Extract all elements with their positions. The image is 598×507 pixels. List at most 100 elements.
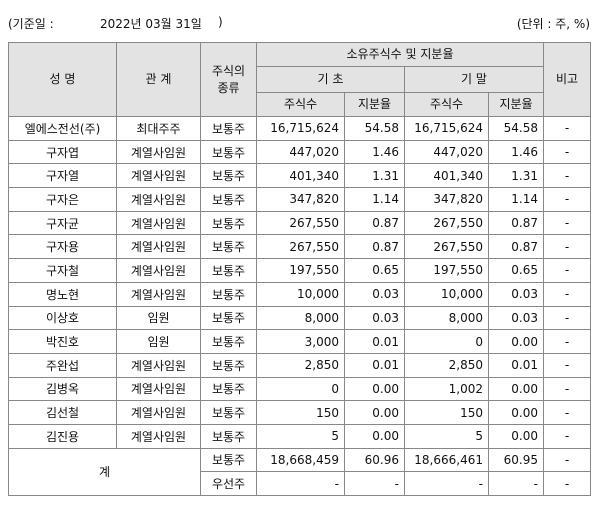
cell: - bbox=[543, 258, 591, 283]
cell: 1,002 bbox=[404, 376, 489, 402]
total-row: 우선주 - - - - - bbox=[9, 471, 591, 496]
cell: 0.87 bbox=[344, 234, 405, 260]
cell: 18,666,461 bbox=[404, 447, 489, 473]
head-cell: 기 말 bbox=[404, 66, 544, 93]
cell: 우선주 bbox=[200, 471, 257, 496]
body-row: 주완섭 계열사임원 보통주 2,850 0.01 2,850 0.01- bbox=[8, 352, 591, 378]
cell: 임원 bbox=[116, 329, 201, 354]
table-body: 엘에스전선(주) 최대주주 보통주 16,715,624 54.58 16,715,624… bbox=[8, 116, 591, 497]
cell: 보통주 bbox=[200, 329, 257, 354]
body-row: 이상호 임원 보통주 8,000 0.03 8,000 0.03- bbox=[8, 305, 591, 331]
cell: - bbox=[543, 376, 591, 402]
head-cell: 주식의 종류 bbox=[200, 42, 257, 117]
unit: (단위 : 주, %) bbox=[516, 17, 590, 31]
cell: 김진용 bbox=[8, 423, 117, 449]
cell: 0.03 bbox=[488, 305, 544, 331]
cell: 10,000 bbox=[404, 281, 489, 307]
body-row: 구자은 계열사임원 보통주 347,820 1.14 347,820 1.14- bbox=[8, 187, 591, 212]
cell: 0.65 bbox=[344, 258, 405, 283]
cell: 1.31 bbox=[344, 163, 405, 189]
cell: 보통주 bbox=[200, 258, 257, 283]
cell: 구자은 bbox=[8, 187, 117, 212]
body-row: 구자철 계열사임원 보통주 197,550 0.65 197,550 0.65- bbox=[8, 258, 591, 283]
cell: 최대주주 bbox=[116, 116, 201, 141]
cell: 보통주 bbox=[200, 376, 257, 402]
cell: 267,550 bbox=[256, 234, 345, 260]
cell: 5 bbox=[256, 423, 345, 449]
cell: - bbox=[404, 471, 489, 496]
cell: 150 bbox=[404, 400, 489, 425]
head-cell: 지분율 bbox=[488, 92, 544, 117]
cell: 0 bbox=[256, 376, 345, 402]
head-row: 주식수 지분율 주식수 지분율 bbox=[9, 92, 591, 117]
cell: 명노현 bbox=[8, 281, 117, 307]
cell: 267,550 bbox=[256, 210, 345, 236]
cell: 임원 bbox=[116, 305, 201, 331]
cell: 보통주 bbox=[200, 352, 257, 378]
cell: 1.14 bbox=[488, 187, 544, 212]
cell: 구자용 bbox=[8, 234, 117, 260]
cell: 0.87 bbox=[488, 234, 544, 260]
cell: 보통주 bbox=[200, 234, 257, 260]
cell: 1.46 bbox=[488, 139, 544, 165]
cell: 0.03 bbox=[344, 281, 405, 307]
cell: - bbox=[543, 400, 591, 425]
cell: - bbox=[543, 281, 591, 307]
cell: 2,850 bbox=[404, 352, 489, 378]
cell: 60.96 bbox=[344, 447, 405, 473]
cell: 구자철 bbox=[8, 258, 117, 283]
cell: 0.00 bbox=[488, 400, 544, 425]
cell: 김병옥 bbox=[8, 376, 117, 402]
cell: 0.00 bbox=[488, 376, 544, 402]
cell: 김선철 bbox=[8, 400, 117, 425]
body-row: 구자균 계열사임원 보통주 267,550 0.87 267,550 0.87- bbox=[8, 210, 591, 236]
cell: 60.95 bbox=[488, 447, 544, 473]
cell: 계열사임원 bbox=[116, 139, 201, 165]
cell: 8,000 bbox=[256, 305, 345, 331]
body-row: 김진용 계열사임원 보통주 5 0.00 5 0.00- bbox=[8, 423, 591, 449]
body-row: 김병옥 계열사임원 보통주 0 0.00 1,002 0.00- bbox=[8, 376, 591, 402]
cell: - bbox=[543, 210, 591, 236]
cell: 347,820 bbox=[404, 187, 489, 212]
cell: 10,000 bbox=[256, 281, 345, 307]
cell: 보통주 bbox=[200, 281, 257, 307]
cell: 계열사임원 bbox=[116, 281, 201, 307]
cell: 54.58 bbox=[344, 116, 405, 141]
cell: 보통주 bbox=[200, 187, 257, 212]
cell: - bbox=[543, 305, 591, 331]
cell: 8,000 bbox=[404, 305, 489, 331]
cell: 0.03 bbox=[488, 281, 544, 307]
cell: - bbox=[543, 447, 591, 473]
cell: - bbox=[543, 116, 591, 141]
cell: 0.01 bbox=[344, 329, 405, 354]
cell: 계열사임원 bbox=[116, 234, 201, 260]
cell: 5 bbox=[404, 423, 489, 449]
total-row: 계 보통주 18,668,459 60.96 18,666,461 60.95- bbox=[8, 447, 591, 497]
head-cell: 관 계 bbox=[116, 42, 201, 117]
cell: 계열사임원 bbox=[116, 258, 201, 283]
cell: 계열사임원 bbox=[116, 352, 201, 378]
cell: 3,000 bbox=[256, 329, 345, 354]
cell: 401,340 bbox=[256, 163, 345, 189]
cell: 0.65 bbox=[488, 258, 544, 283]
cell: 보통주 bbox=[200, 116, 257, 141]
cell: 0.87 bbox=[488, 210, 544, 236]
body-row: 박진호 임원 보통주 3,000 0.01 0 0.00- bbox=[8, 329, 591, 354]
cell: 0.87 bbox=[344, 210, 405, 236]
cell: 1.46 bbox=[344, 139, 405, 165]
cell: 447,020 bbox=[256, 139, 345, 165]
cell: 0.00 bbox=[344, 400, 405, 425]
date: 2022년 03월 31일 bbox=[100, 17, 202, 31]
cell: 계열사임원 bbox=[116, 376, 201, 402]
cell: 2,850 bbox=[256, 352, 345, 378]
head-cell: 지분율 bbox=[344, 92, 405, 117]
cell: 보통주 bbox=[200, 400, 257, 425]
cell: 보통주 bbox=[200, 210, 257, 236]
cell: 197,550 bbox=[404, 258, 489, 283]
cell: 구자균 bbox=[8, 210, 117, 236]
cell: - bbox=[543, 329, 591, 354]
body-row: 명노현 계열사임원 보통주 10,000 0.03 10,000 0.03- bbox=[8, 281, 591, 307]
cell: - bbox=[543, 163, 591, 189]
cell: 150 bbox=[256, 400, 345, 425]
body-row: 김선철 계열사임원 보통주 150 0.00 150 0.00- bbox=[8, 400, 591, 425]
